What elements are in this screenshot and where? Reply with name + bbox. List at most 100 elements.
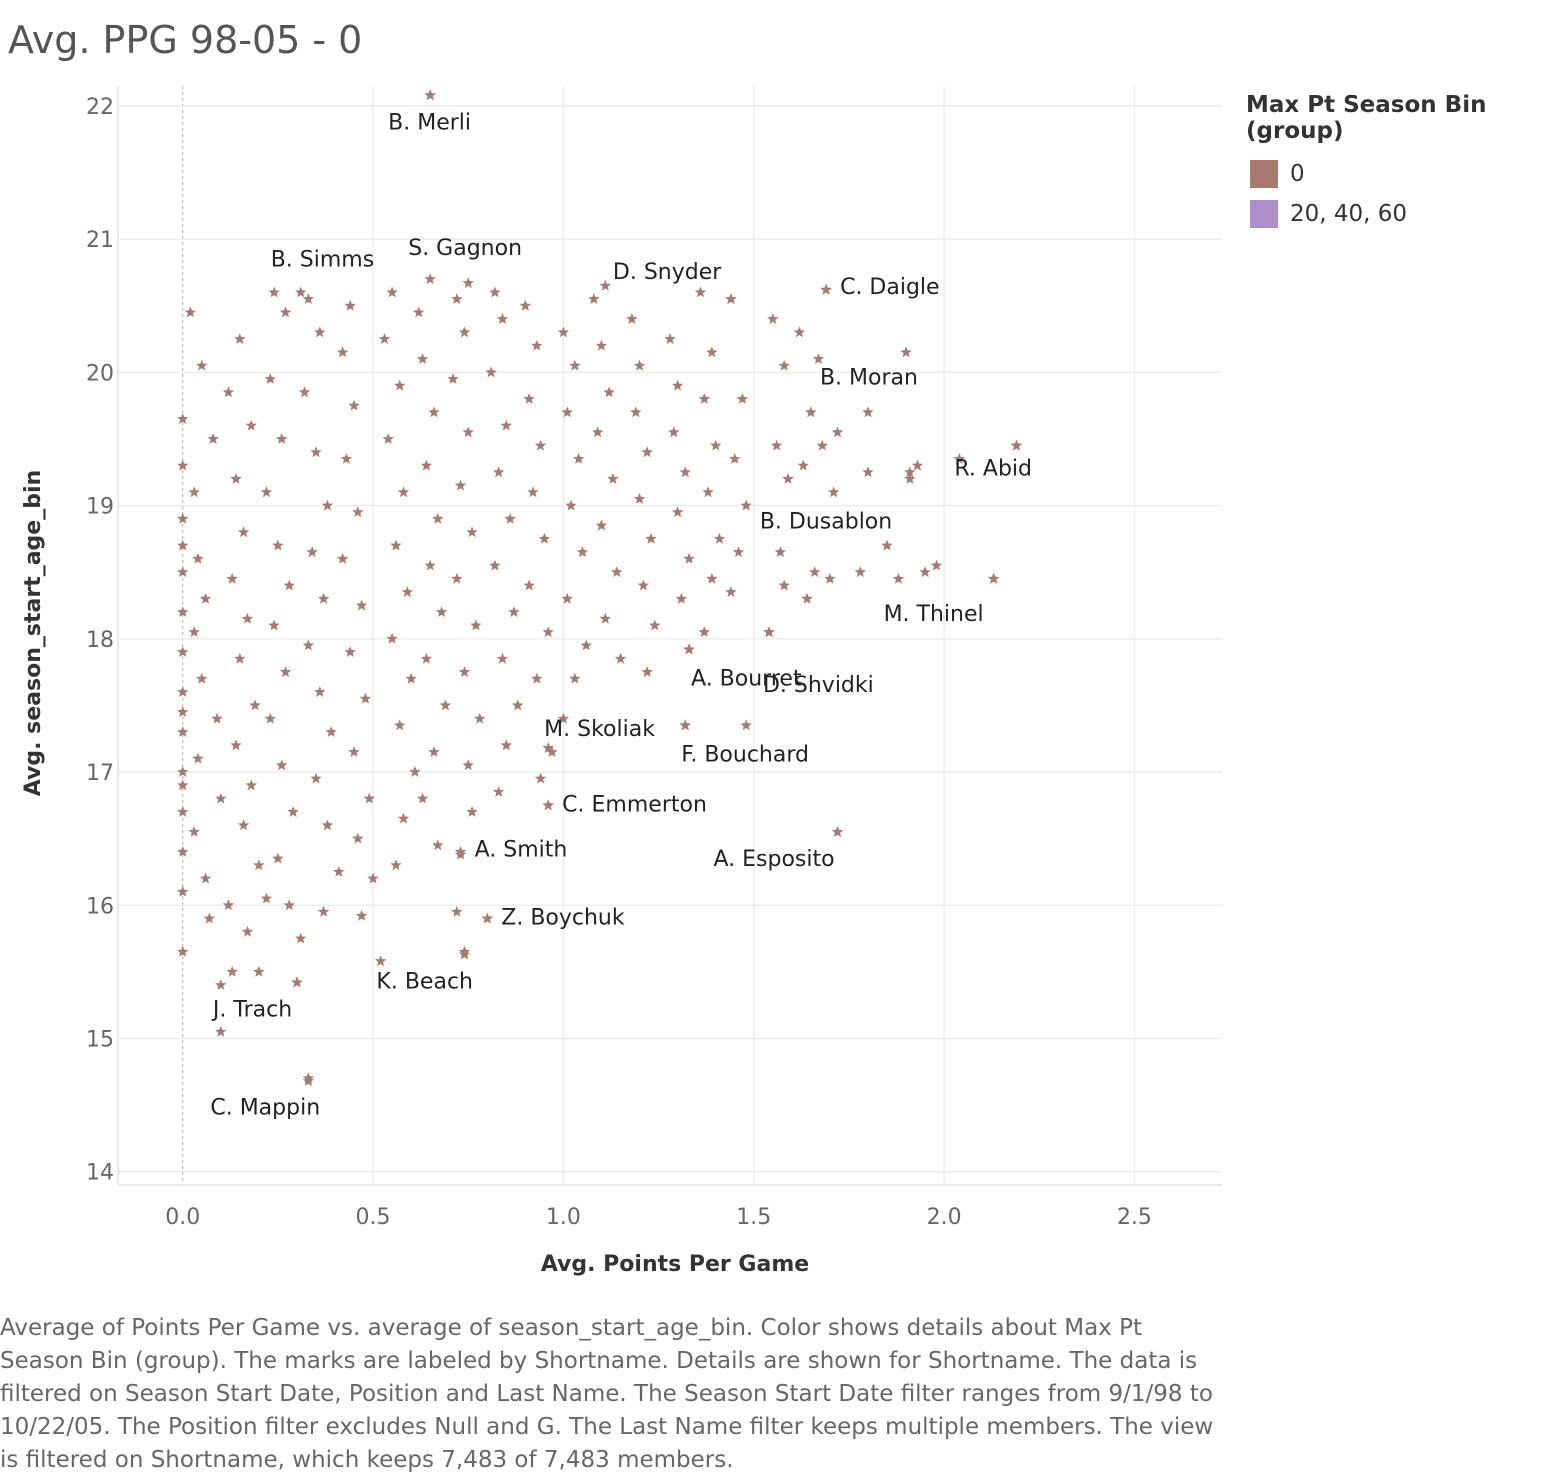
data-point[interactable] <box>1010 439 1023 451</box>
data-point[interactable] <box>215 979 227 990</box>
data-point[interactable] <box>797 459 809 471</box>
data-point[interactable] <box>679 719 691 731</box>
data-point[interactable] <box>310 772 322 784</box>
data-point[interactable] <box>397 812 410 824</box>
data-point[interactable] <box>892 572 905 584</box>
data-point[interactable] <box>386 286 398 298</box>
data-point[interactable] <box>428 406 440 418</box>
data-point[interactable] <box>542 626 554 637</box>
data-point[interactable] <box>542 799 554 811</box>
data-point[interactable] <box>534 772 547 784</box>
data-point[interactable] <box>298 386 311 398</box>
data-point[interactable] <box>725 586 737 598</box>
data-point[interactable] <box>801 592 813 604</box>
data-point[interactable] <box>420 652 433 664</box>
data-point[interactable] <box>184 306 196 318</box>
data-point[interactable] <box>828 486 840 498</box>
data-point[interactable] <box>199 592 212 604</box>
data-point[interactable] <box>355 599 368 611</box>
data-point[interactable] <box>268 286 280 298</box>
data-point[interactable] <box>196 672 208 684</box>
data-point[interactable] <box>569 672 581 684</box>
data-point[interactable] <box>698 626 710 637</box>
data-point[interactable] <box>264 712 276 724</box>
data-point[interactable] <box>188 486 200 498</box>
data-point[interactable] <box>820 283 832 295</box>
data-point[interactable] <box>359 692 372 704</box>
data-point[interactable] <box>177 413 189 424</box>
data-point[interactable] <box>291 976 303 988</box>
data-point[interactable] <box>462 759 474 771</box>
data-point[interactable] <box>633 493 646 504</box>
data-point[interactable] <box>401 586 413 598</box>
data-point[interactable] <box>542 742 554 753</box>
data-point[interactable] <box>485 366 497 378</box>
data-point[interactable] <box>435 606 448 617</box>
data-point[interactable] <box>386 632 398 644</box>
data-point[interactable] <box>276 759 288 771</box>
data-point[interactable] <box>283 899 295 911</box>
data-point[interactable] <box>333 866 345 877</box>
data-point[interactable] <box>276 433 288 444</box>
data-point[interactable] <box>424 273 436 284</box>
data-point[interactable] <box>451 293 463 304</box>
data-point[interactable] <box>904 473 916 484</box>
data-point[interactable] <box>207 433 219 444</box>
data-point[interactable] <box>458 666 471 677</box>
data-point[interactable] <box>177 706 189 717</box>
data-point[interactable] <box>523 393 535 404</box>
data-point[interactable] <box>679 466 691 478</box>
data-point[interactable] <box>534 439 547 451</box>
data-point[interactable] <box>234 652 246 664</box>
data-point[interactable] <box>911 459 924 471</box>
legend-item[interactable]: 20, 40, 60 <box>1246 194 1548 234</box>
data-point[interactable] <box>633 359 646 371</box>
data-point[interactable] <box>420 459 433 471</box>
data-point[interactable] <box>215 1025 227 1037</box>
data-point[interactable] <box>230 739 242 751</box>
data-point[interactable] <box>611 566 623 578</box>
data-point[interactable] <box>500 739 512 751</box>
data-point[interactable] <box>603 386 615 398</box>
data-point[interactable] <box>458 948 471 960</box>
data-point[interactable] <box>249 699 261 711</box>
data-point[interactable] <box>260 892 273 904</box>
data-point[interactable] <box>177 686 189 697</box>
data-point[interactable] <box>763 626 775 637</box>
data-point[interactable] <box>588 293 600 304</box>
data-point[interactable] <box>489 286 501 298</box>
data-point[interactable] <box>344 299 356 311</box>
data-point[interactable] <box>531 672 543 684</box>
data-point[interactable] <box>595 339 608 351</box>
data-point[interactable] <box>390 859 402 871</box>
data-point[interactable] <box>196 359 208 371</box>
data-point[interactable] <box>416 792 429 804</box>
data-point[interactable] <box>698 393 710 404</box>
data-point[interactable] <box>740 499 752 511</box>
data-point[interactable] <box>462 426 474 438</box>
data-point[interactable] <box>272 539 284 551</box>
data-point[interactable] <box>424 559 436 571</box>
data-point[interactable] <box>394 719 406 731</box>
data-point[interactable] <box>253 965 265 977</box>
data-point[interactable] <box>706 572 718 584</box>
data-point[interactable] <box>561 406 573 418</box>
data-point[interactable] <box>637 579 650 591</box>
data-point[interactable] <box>782 473 794 484</box>
data-point[interactable] <box>314 686 326 697</box>
data-point[interactable] <box>188 626 200 637</box>
data-point[interactable] <box>352 832 364 844</box>
data-point[interactable] <box>177 512 189 524</box>
data-point[interactable] <box>409 766 421 777</box>
data-point[interactable] <box>500 419 512 431</box>
data-point[interactable] <box>336 346 349 358</box>
data-point[interactable] <box>470 619 482 631</box>
data-point[interactable] <box>641 666 653 677</box>
data-point[interactable] <box>177 846 189 857</box>
data-point[interactable] <box>805 406 817 418</box>
data-point[interactable] <box>287 806 299 817</box>
data-point[interactable] <box>230 473 242 484</box>
legend-item[interactable]: 0 <box>1246 154 1548 194</box>
data-point[interactable] <box>496 313 509 324</box>
data-point[interactable] <box>336 552 349 564</box>
